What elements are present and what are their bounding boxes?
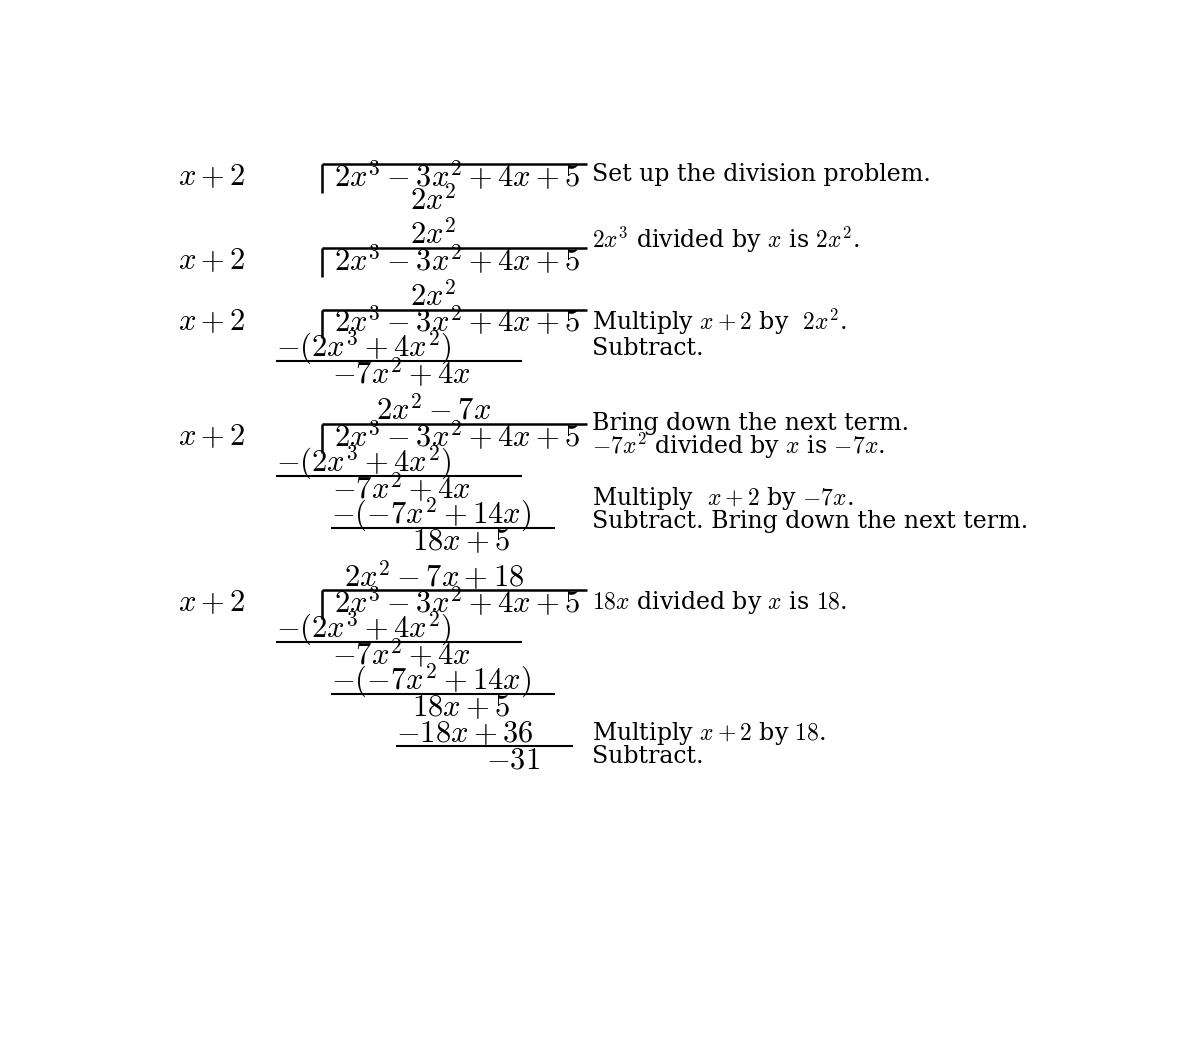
Text: $x + 2$: $x + 2$ [178,587,246,618]
Text: $18x$ divided by $x$ is $18$.: $18x$ divided by $x$ is $18$. [592,589,847,616]
Text: $2x^2 - 7x + 18$: $2x^2 - 7x + 18$ [343,561,523,594]
Text: $-7x^2 + 4x$: $-7x^2 + 4x$ [331,638,470,672]
Text: $2x^3 - 3x^2 + 4x + 5$: $2x^3 - 3x^2 + 4x + 5$ [334,159,581,193]
Text: Subtract.: Subtract. [592,337,703,360]
Text: $2x^2$: $2x^2$ [410,220,457,251]
Text: $-(2x^3 + 4x^2)$: $-(2x^3 + 4x^2)$ [276,610,451,648]
Text: $-(2x^3 + 4x^2)$: $-(2x^3 + 4x^2)$ [276,444,451,482]
Text: Subtract. Bring down the next term.: Subtract. Bring down the next term. [592,510,1028,533]
Text: $x + 2$: $x + 2$ [178,421,246,452]
Text: Multiply $x + 2$ by $18$.: Multiply $x + 2$ by $18$. [592,720,826,747]
Text: $-(2x^3 + 4x^2)$: $-(2x^3 + 4x^2)$ [276,329,451,367]
Text: $2x^3 - 3x^2 + 4x + 5$: $2x^3 - 3x^2 + 4x + 5$ [334,419,581,453]
Text: $18x + 5$: $18x + 5$ [413,526,511,556]
Text: $x + 2$: $x + 2$ [178,161,246,192]
Text: $2x^2 - 7x$: $2x^2 - 7x$ [376,396,491,427]
Text: $2x^2$: $2x^2$ [410,281,457,312]
Text: $2x^3 - 3x^2 + 4x + 5$: $2x^3 - 3x^2 + 4x + 5$ [334,305,581,339]
Text: $x + 2$: $x + 2$ [178,307,246,338]
Text: $2x^3 - 3x^2 + 4x + 5$: $2x^3 - 3x^2 + 4x + 5$ [334,585,581,619]
Text: Multiply  $x + 2$ by $-7x$.: Multiply $x + 2$ by $-7x$. [592,485,853,512]
Text: Multiply $x + 2$ by  $2x^2$.: Multiply $x + 2$ by $2x^2$. [592,307,846,337]
Text: $-31$: $-31$ [486,744,540,775]
Text: $2x^2$: $2x^2$ [410,186,457,217]
Text: $-7x^2 + 4x$: $-7x^2 + 4x$ [331,472,470,506]
Text: $-7x^2$ divided by $x$ is $-7x$.: $-7x^2$ divided by $x$ is $-7x$. [592,431,884,461]
Text: $2x^3 - 3x^2 + 4x + 5$: $2x^3 - 3x^2 + 4x + 5$ [334,244,581,277]
Text: Subtract.: Subtract. [592,744,703,768]
Text: $-(-7x^2 + 14x)$: $-(-7x^2 + 14x)$ [331,496,532,534]
Text: $18x + 5$: $18x + 5$ [413,691,511,723]
Text: $-7x^2 + 4x$: $-7x^2 + 4x$ [331,357,470,391]
Text: $-(-7x^2 + 14x)$: $-(-7x^2 + 14x)$ [331,662,532,700]
Text: $2x^3$ divided by $x$ is $2x^2$.: $2x^3$ divided by $x$ is $2x^2$. [592,225,859,255]
Text: $-18x + 36$: $-18x + 36$ [396,718,534,749]
Text: Bring down the next term.: Bring down the next term. [592,412,908,435]
Text: Set up the division problem.: Set up the division problem. [592,162,931,186]
Text: $x + 2$: $x + 2$ [178,245,246,276]
